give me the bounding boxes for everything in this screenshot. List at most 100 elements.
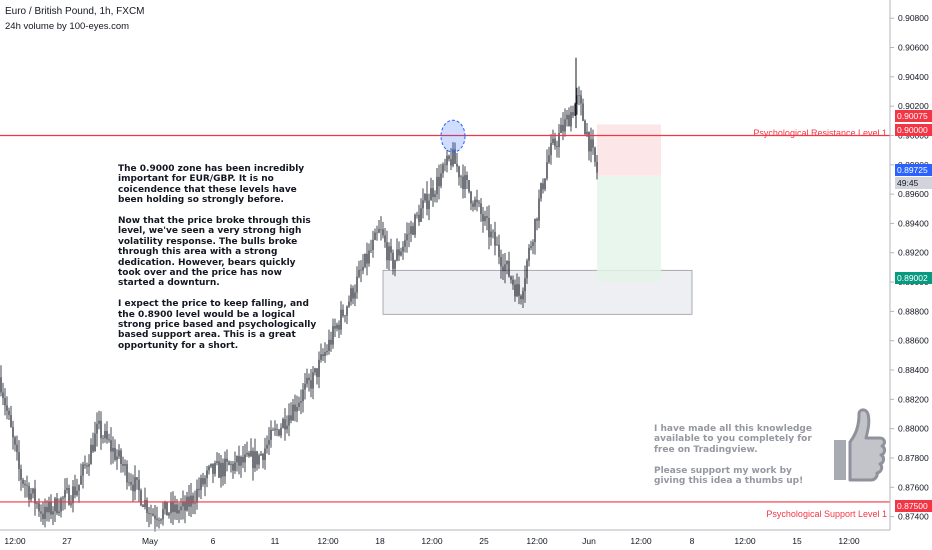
candle-body [486, 216, 488, 218]
candle-body [124, 464, 126, 466]
candle-body [472, 203, 474, 207]
candle-body [434, 194, 436, 198]
price-tick-label: 0.89400 [898, 218, 929, 228]
candle-body [290, 415, 292, 421]
candle-body [574, 104, 576, 116]
candle-body [72, 486, 74, 504]
highlight-circle [440, 119, 466, 153]
candle-body [594, 147, 596, 162]
candle-body [360, 269, 362, 271]
candle-body [524, 278, 526, 292]
candle-body [422, 200, 424, 209]
candle-body [208, 466, 210, 471]
candle-body [572, 112, 574, 116]
candle-body [258, 455, 260, 465]
candle-body [286, 425, 288, 430]
candle-body [132, 484, 134, 492]
candle-body [194, 502, 196, 504]
candle-body [322, 354, 324, 357]
candle-body [566, 114, 568, 120]
candle-body [392, 252, 394, 269]
candle-body [104, 430, 106, 439]
candle-body [514, 284, 516, 297]
candle-body [494, 232, 496, 246]
candle-body [576, 95, 578, 105]
candle-body [334, 326, 336, 329]
candle-body [374, 232, 376, 240]
candle-body [138, 479, 140, 491]
candle-body [12, 427, 14, 438]
candle-body [274, 428, 276, 431]
stop-loss-zone [597, 124, 661, 176]
candle-body [312, 372, 314, 389]
price-tick-label: 0.88600 [898, 336, 929, 346]
candle-body [182, 501, 184, 507]
candle-body [190, 495, 192, 507]
candle-body [568, 114, 570, 127]
candle-body [62, 497, 64, 499]
candle-body [32, 488, 34, 494]
candle-body [42, 513, 44, 519]
candle-body [428, 200, 430, 210]
candle-body [468, 180, 470, 192]
candle-body [336, 324, 338, 329]
candle-body [264, 448, 266, 461]
candle-body [162, 509, 164, 520]
resistance-price-tag: 0.90000 [895, 124, 932, 136]
candle-body [278, 429, 280, 436]
candle-body [562, 124, 564, 132]
candle-body [338, 324, 340, 330]
candle-body [102, 438, 104, 439]
candle-body [318, 359, 320, 377]
bar-countdown-tag: 49:45 [895, 177, 932, 189]
promo-paragraph: I have made all this knowledge available… [654, 424, 812, 455]
candle-body [540, 183, 542, 199]
candle-body [234, 462, 236, 471]
candle-body [478, 202, 480, 204]
candle-body [402, 246, 404, 252]
candle-body [70, 503, 72, 505]
candle-body [462, 176, 464, 190]
candle-body [16, 444, 18, 453]
candle-body [424, 194, 426, 201]
candle-body [214, 462, 216, 474]
candle-body [90, 444, 92, 465]
candle-body [54, 498, 56, 512]
candle-body [590, 139, 592, 152]
candle-body [142, 505, 144, 507]
candle-body [564, 119, 566, 132]
candle-body [364, 253, 366, 267]
candle-body [288, 415, 290, 426]
candle-body [530, 245, 532, 248]
candle-body [64, 490, 66, 498]
candle-body [546, 162, 548, 179]
candle-body [34, 488, 36, 504]
candle-body [368, 250, 370, 264]
candle-body [126, 464, 128, 483]
candle-body [448, 155, 450, 160]
price-tick-label: 0.88200 [898, 394, 929, 404]
candle-body [98, 420, 100, 424]
candle-body [66, 487, 68, 491]
candle-body [450, 159, 452, 166]
candle-body [342, 309, 344, 317]
candle-body [404, 240, 406, 247]
candle-body [248, 452, 250, 457]
candle-body [18, 452, 20, 470]
time-tick-label: 12:00 [4, 536, 26, 546]
candle-body [30, 493, 32, 500]
candle-body [502, 266, 504, 272]
candle-body [24, 483, 26, 486]
candle-body [212, 463, 214, 474]
candle-body [314, 368, 316, 373]
candle-body [106, 430, 108, 440]
volume-indicator-label: 24h volume by 100-eyes.com [5, 21, 130, 32]
candle-body [52, 511, 54, 515]
candle-body [184, 501, 186, 511]
price-tick-label: 0.90400 [898, 72, 929, 82]
candle-body [580, 95, 582, 104]
candle-body [408, 233, 410, 235]
candle-body [458, 166, 460, 178]
candle-body [68, 487, 70, 505]
